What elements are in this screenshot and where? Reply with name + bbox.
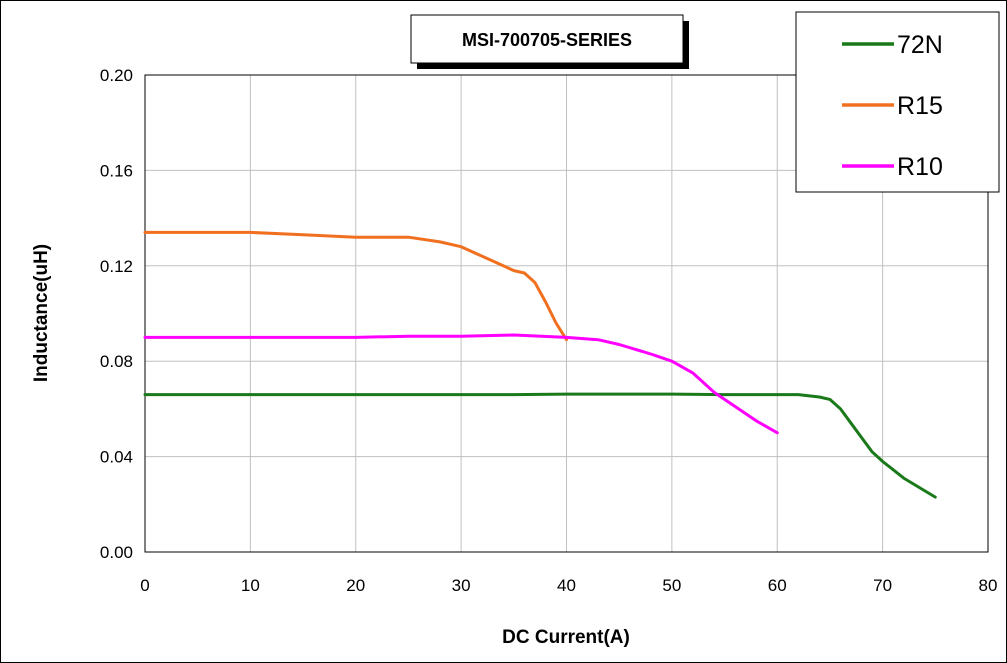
x-tick-label: 40 [557, 576, 576, 595]
x-tick-label: 70 [873, 576, 892, 595]
x-axis-label: DC Current(A) [502, 627, 630, 648]
chart-title: MSI-700705-SERIES [462, 30, 632, 50]
y-tick-label: 0.00 [100, 543, 133, 562]
y-tick-label: 0.12 [100, 257, 133, 276]
x-tick-label: 10 [241, 576, 260, 595]
y-axis-label: Inductance(uH) [31, 244, 52, 382]
x-tick-label: 20 [346, 576, 365, 595]
y-tick-labels: 0.00 0.04 0.08 0.12 0.16 0.20 [100, 66, 133, 562]
title-box [410, 14, 684, 64]
x-tick-label: 30 [452, 576, 471, 595]
y-tick-label: 0.08 [100, 352, 133, 371]
grid [145, 75, 988, 552]
x-tick-label: 60 [768, 576, 787, 595]
y-tick-label: 0.20 [100, 66, 133, 85]
y-tick-label: 0.04 [100, 448, 133, 467]
series-lines [143, 230, 937, 499]
legend-label-R15: R15 [897, 92, 943, 120]
legend-label-72N: 72N [897, 31, 943, 59]
legend: 72N R15 R10 [842, 31, 943, 181]
legend-box [795, 11, 1000, 193]
legend-label-R10: R10 [897, 153, 943, 181]
x-tick-labels: 0 10 20 30 40 50 60 70 80 [140, 576, 997, 595]
series-line-72N [143, 392, 937, 499]
series-line-R10 [143, 333, 779, 435]
x-tick-label: 80 [979, 576, 998, 595]
x-tick-label: 50 [662, 576, 681, 595]
y-tick-label: 0.16 [100, 161, 133, 180]
x-tick-label: 0 [140, 576, 149, 595]
plot-area [144, 74, 989, 553]
series-line-R15 [143, 230, 568, 342]
